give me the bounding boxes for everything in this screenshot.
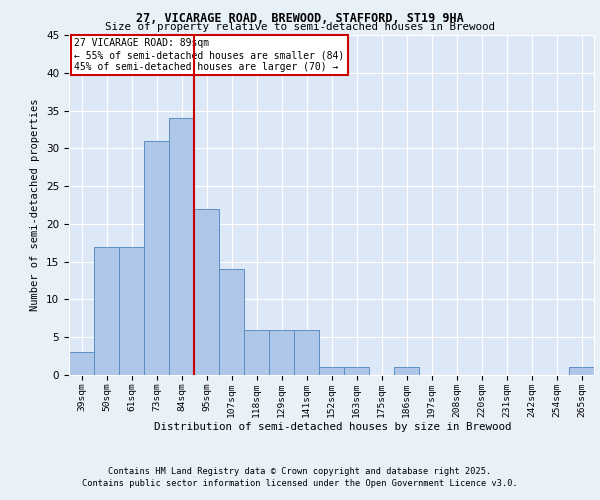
Bar xyxy=(244,330,269,375)
Text: 27 VICARAGE ROAD: 89sqm
← 55% of semi-detached houses are smaller (84)
45% of se: 27 VICARAGE ROAD: 89sqm ← 55% of semi-de… xyxy=(74,38,344,72)
Text: Distribution of semi-detached houses by size in Brewood: Distribution of semi-detached houses by … xyxy=(154,422,512,432)
Bar xyxy=(394,368,419,375)
Bar xyxy=(344,368,369,375)
Bar xyxy=(94,246,119,375)
Bar xyxy=(144,141,169,375)
Text: 27, VICARAGE ROAD, BREWOOD, STAFFORD, ST19 9HA: 27, VICARAGE ROAD, BREWOOD, STAFFORD, ST… xyxy=(136,12,464,26)
Bar xyxy=(569,368,594,375)
Bar xyxy=(69,352,94,375)
Bar xyxy=(294,330,319,375)
Y-axis label: Number of semi-detached properties: Number of semi-detached properties xyxy=(31,99,40,311)
Bar xyxy=(119,246,144,375)
Text: Contains HM Land Registry data © Crown copyright and database right 2025.: Contains HM Land Registry data © Crown c… xyxy=(109,468,491,476)
Bar xyxy=(319,368,344,375)
Text: Size of property relative to semi-detached houses in Brewood: Size of property relative to semi-detach… xyxy=(105,22,495,32)
Bar xyxy=(269,330,294,375)
Bar xyxy=(194,209,219,375)
Bar xyxy=(219,269,244,375)
Bar xyxy=(169,118,194,375)
Text: Contains public sector information licensed under the Open Government Licence v3: Contains public sector information licen… xyxy=(82,479,518,488)
